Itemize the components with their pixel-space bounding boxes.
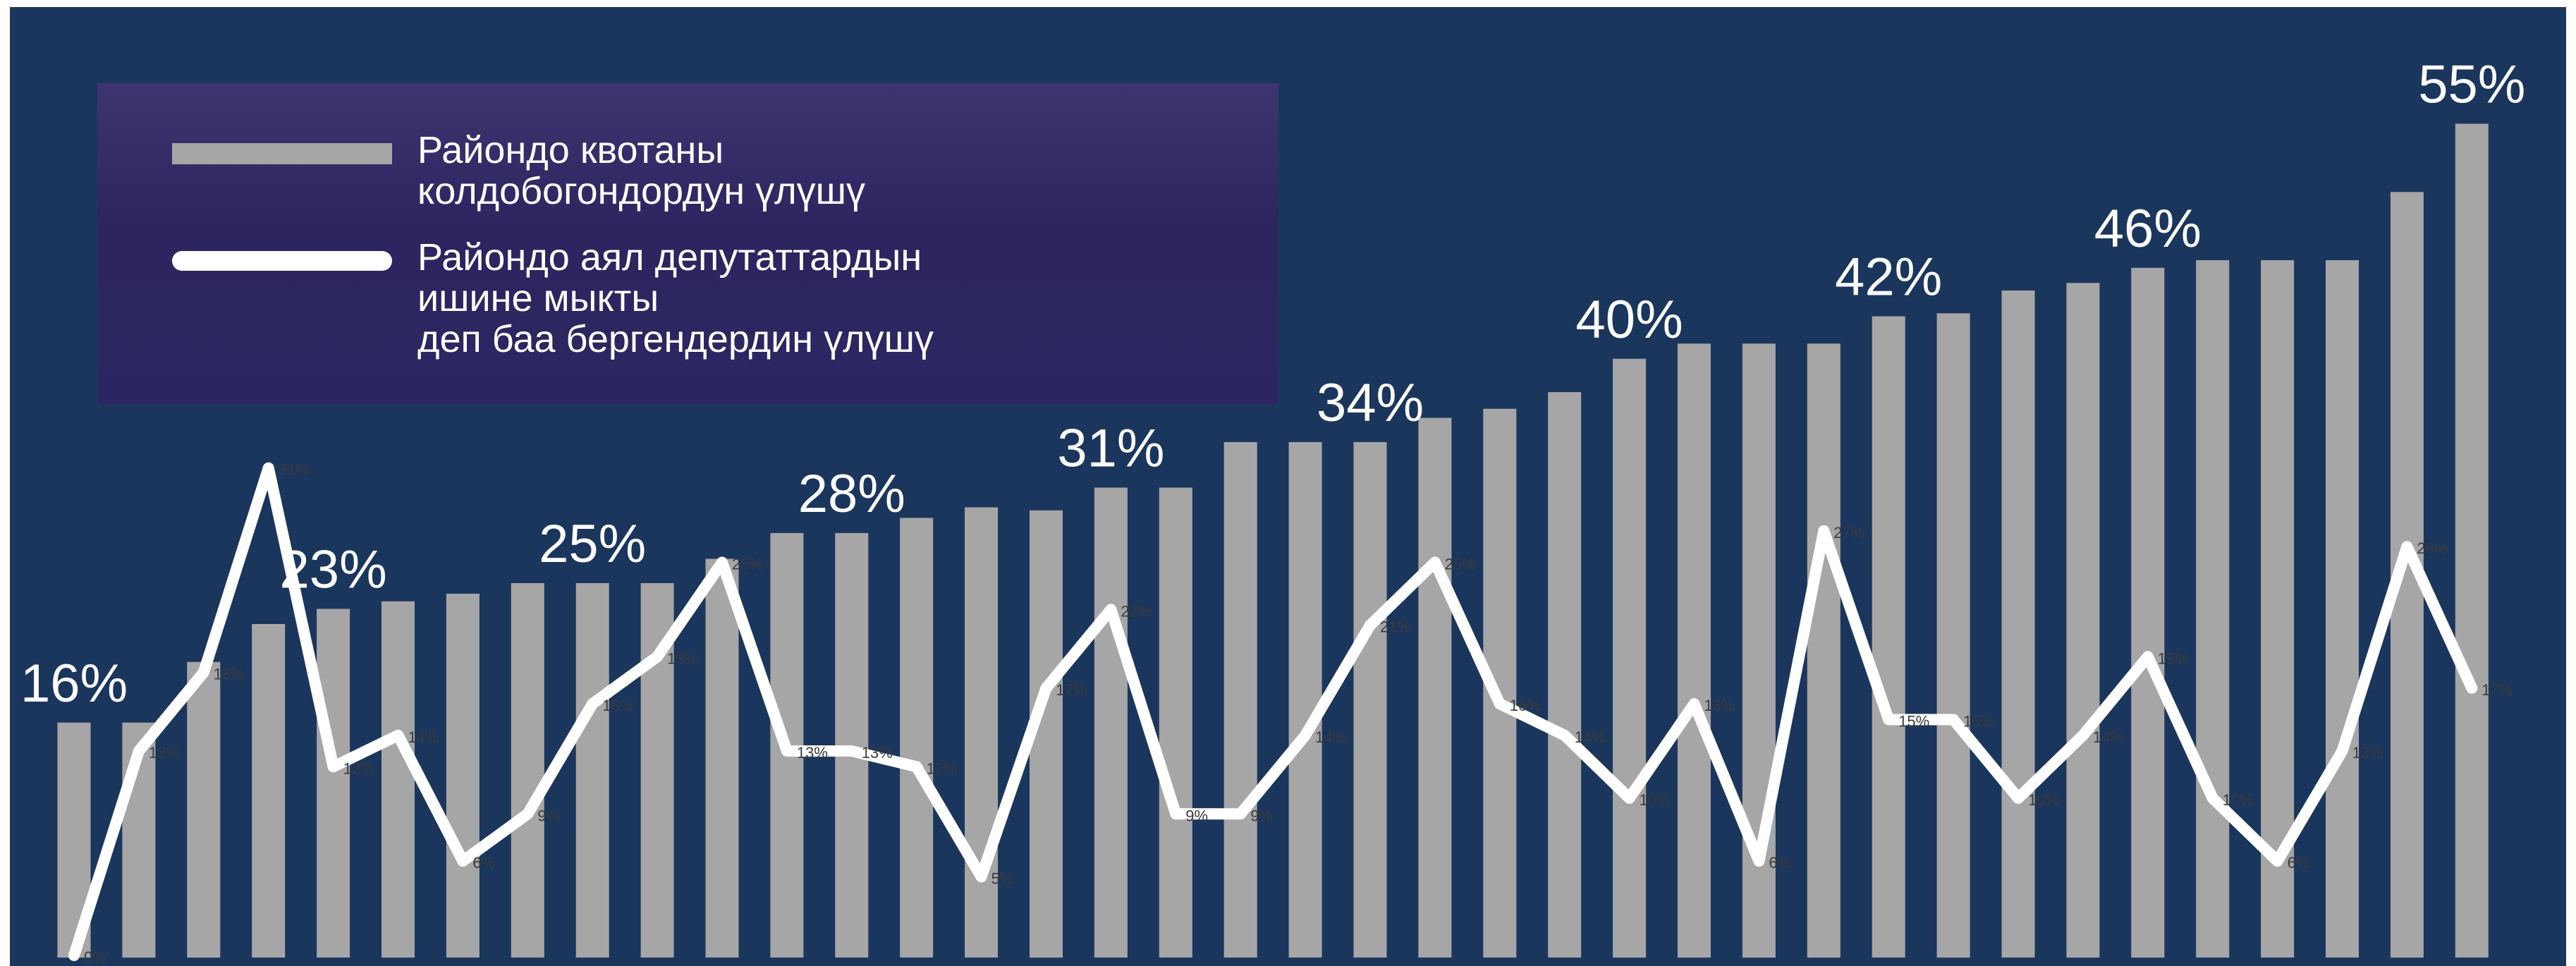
line-data-label-3: 31% bbox=[279, 461, 310, 479]
bar-21 bbox=[1418, 417, 1452, 958]
line-data-label-23: 14% bbox=[1575, 728, 1606, 746]
legend-line-swatch bbox=[172, 251, 392, 271]
line-data-label-2: 18% bbox=[214, 666, 245, 683]
bar-25 bbox=[1678, 343, 1711, 958]
line-data-label-32: 19% bbox=[2158, 649, 2189, 667]
bar-31 bbox=[2066, 283, 2100, 958]
bar-5 bbox=[381, 601, 415, 958]
line-data-label-22: 16% bbox=[1510, 697, 1541, 714]
legend-bar-label: Райондо квотаны колдобогондордун үлүшү bbox=[417, 129, 865, 212]
bar-10 bbox=[705, 558, 739, 958]
line-data-label-30: 10% bbox=[2028, 791, 2059, 809]
bar-13 bbox=[900, 518, 934, 958]
line-data-label-18: 9% bbox=[1250, 807, 1273, 824]
bar-19 bbox=[1288, 442, 1322, 958]
line-data-label-29: 15% bbox=[1963, 713, 1994, 730]
bar-value-label-3: 28% bbox=[798, 464, 905, 524]
bar-value-label-2: 25% bbox=[539, 514, 646, 574]
bar-30 bbox=[2001, 291, 2035, 958]
bar-7 bbox=[511, 583, 544, 958]
line-data-label-12: 13% bbox=[862, 744, 893, 762]
bar-16 bbox=[1094, 487, 1128, 958]
line-data-label-28: 15% bbox=[1898, 713, 1929, 730]
line-data-label-14: 5% bbox=[991, 870, 1014, 888]
bar-20 bbox=[1353, 442, 1387, 958]
legend-line-label: Райондо аял депутаттардын ишине мыкты де… bbox=[417, 236, 934, 360]
bar-17 bbox=[1159, 487, 1192, 958]
line-data-label-35: 13% bbox=[2352, 744, 2383, 762]
bar-14 bbox=[965, 507, 999, 958]
bar-35 bbox=[2326, 260, 2359, 958]
bar-2 bbox=[187, 661, 221, 958]
legend-bar-swatch bbox=[172, 143, 392, 164]
line-data-label-13: 12% bbox=[927, 759, 958, 777]
line-data-label-24: 10% bbox=[1640, 791, 1671, 809]
line-data-label-20: 21% bbox=[1380, 618, 1411, 636]
bar-8 bbox=[575, 583, 609, 958]
line-data-label-26: 6% bbox=[1769, 854, 1791, 872]
line-data-label-37: 17% bbox=[2482, 681, 2513, 699]
line-data-label-5: 14% bbox=[408, 728, 439, 746]
bar-27 bbox=[1807, 343, 1841, 958]
line-data-label-7: 9% bbox=[537, 807, 560, 824]
line-data-label-19: 14% bbox=[1315, 728, 1346, 746]
bar-4 bbox=[317, 609, 350, 958]
bar-value-label-0: 16% bbox=[20, 654, 128, 714]
line-data-label-6: 6% bbox=[472, 854, 495, 872]
line-data-label-34: 6% bbox=[2288, 854, 2310, 872]
bar-23 bbox=[1548, 392, 1582, 958]
bar-32 bbox=[2131, 267, 2165, 958]
line-data-label-4: 12% bbox=[343, 759, 374, 777]
line-data-label-25: 16% bbox=[1704, 697, 1735, 714]
bar-28 bbox=[1872, 316, 1905, 958]
bar-12 bbox=[835, 533, 869, 958]
chart-plot: 0% 13% 18% 31% 12% 14% 6% 9% 16% 19% 25% 13% 13% 12% 5… bbox=[20, 55, 2525, 966]
bar-value-label-1: 23% bbox=[280, 540, 387, 600]
line-series bbox=[68, 462, 2478, 961]
line-data-label-1: 13% bbox=[149, 744, 180, 762]
bar-33 bbox=[2196, 260, 2230, 958]
line-data-label-17: 9% bbox=[1185, 807, 1208, 824]
chart-panel: 0% 13% 18% 31% 12% 14% 6% 9% 16% 19% 25% 13% 13% 12% 5… bbox=[10, 7, 2566, 966]
line-data-label-11: 13% bbox=[797, 744, 828, 762]
line-data-label-21: 25% bbox=[1445, 556, 1476, 573]
bar-6 bbox=[446, 594, 480, 958]
line-data-label-31: 14% bbox=[2093, 728, 2124, 746]
line-data-label-16: 22% bbox=[1121, 602, 1152, 620]
bar-value-label-5: 34% bbox=[1317, 373, 1424, 433]
bar-value-label-4: 31% bbox=[1057, 419, 1164, 479]
bar-3 bbox=[252, 624, 286, 958]
bar-24 bbox=[1613, 358, 1647, 958]
line-data-label-33: 10% bbox=[2223, 791, 2254, 809]
bar-37 bbox=[2455, 123, 2489, 958]
line-data-label-0: 0% bbox=[84, 948, 106, 966]
legend: Райондо квотаны колдобогондордун үлүшү Р… bbox=[97, 83, 1278, 404]
bar-value-label-7: 42% bbox=[1835, 247, 1942, 307]
line-data-label-9: 19% bbox=[667, 649, 698, 667]
line-data-label-15: 17% bbox=[1056, 681, 1087, 699]
bar-value-label-8: 46% bbox=[2094, 199, 2202, 259]
bar-value-label-6: 40% bbox=[1576, 290, 1683, 350]
line-data-label-8: 16% bbox=[602, 697, 633, 714]
line-data-label-10: 25% bbox=[732, 556, 763, 573]
bar-18 bbox=[1223, 442, 1257, 958]
bar-29 bbox=[1936, 313, 1970, 958]
line-data-label-36: 26% bbox=[2417, 539, 2448, 557]
line-data-label-27: 27% bbox=[1833, 524, 1864, 542]
bar-value-label-9: 55% bbox=[2418, 55, 2525, 115]
